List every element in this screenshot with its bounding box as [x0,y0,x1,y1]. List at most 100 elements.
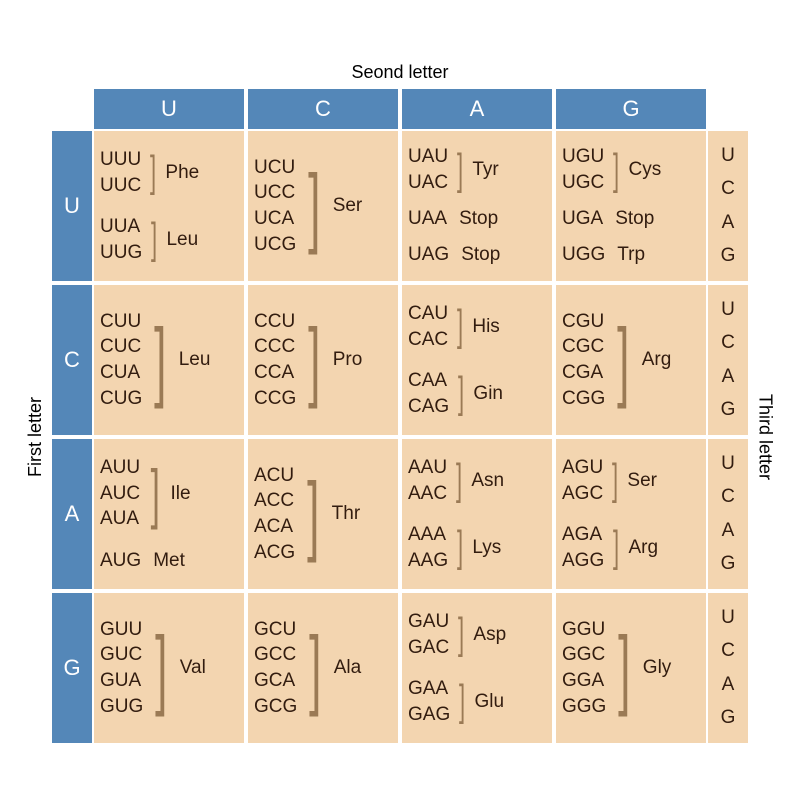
codon: GAA [408,676,450,702]
amino-acid: Trp [617,242,645,268]
third-letter: A [722,520,735,542]
codon: CGA [562,360,605,386]
bracket-icon: ] [457,301,463,352]
codon: CUU [100,309,142,335]
codon-group: ACUACCACAACG]Thr [254,463,392,566]
codon: GUG [100,694,143,720]
third-letter: G [721,399,736,421]
cell-GG: GGUGGCGGAGGG]Gly [556,593,706,743]
amino-acid: Pro [333,347,363,373]
codon: GCC [254,642,297,668]
amino-acid: Stop [615,206,654,232]
codon-group: GUUGUCGUAGUG]Val [100,617,238,720]
codon: CUC [100,334,142,360]
third-letter: C [721,332,735,354]
codon: AGA [562,522,604,548]
codon: CGG [562,386,605,412]
col-header-C: C [248,89,398,129]
codon: GAG [408,702,450,728]
codon: UAC [408,170,448,196]
row-header-U: U [52,131,92,281]
bracket-icon: ] [151,214,157,265]
third-letter-column: UCAGUCAGUCAGUCAG [708,131,748,743]
bracket-icon: ] [151,455,160,532]
codon-group: UCUUCCUCAUCG]Ser [254,155,392,258]
codon-group: AGUAGC]Ser [562,455,700,506]
codon: UGA [562,206,603,232]
codon: AAA [408,522,448,548]
bracket-icon: ] [457,522,463,573]
codon: UUC [100,173,141,199]
third-letter: G [721,553,736,575]
bracket-icon: ] [613,522,619,573]
codon-group: AGAAGG] Arg [562,522,700,573]
bracket-icon: ] [307,463,319,566]
cell-AG: AGUAGC]Ser AGAAGG] Arg [556,439,706,589]
amino-acid: Ser [333,193,363,219]
codon: UCG [254,232,296,258]
codon: CAC [408,327,448,353]
row-headers: UCAG [52,131,92,743]
codon: UCA [254,206,296,232]
codon: CAA [408,368,449,394]
codon-group: CAUCAC]His [408,301,546,352]
amino-acid: Stop [459,206,498,232]
codon: AAU [408,455,447,481]
amino-acid: Gly [643,655,672,681]
codon: UGC [562,170,604,196]
codon: GAC [408,635,449,661]
amino-acid: Thr [332,501,361,527]
axis-label-left: First letter [25,397,46,477]
amino-acid: Ser [627,468,657,494]
amino-acid: Glu [474,689,504,715]
bracket-icon: ] [458,609,464,660]
codon-group: GAUGAC]Asp [408,609,546,660]
codon-row: UAGStop [408,242,546,268]
codon-group: UAUUAC]Tyr [408,144,546,195]
codon: AUA [100,506,140,532]
amino-acid: His [472,314,499,340]
amino-acid: Met [153,548,185,574]
third-letter: C [721,178,735,200]
third-letter: C [721,486,735,508]
amino-acid: Leu [166,227,198,253]
cell-CU: CUUCUCCUACUG]Leu [94,285,244,435]
axis-label-top: Seond letter [351,62,448,83]
codon: ACU [254,463,295,489]
codon: ACG [254,540,295,566]
third-letter: C [721,640,735,662]
codon: AGG [562,548,604,574]
third-letter-cell: UCAG [708,593,748,743]
amino-acid: Gin [473,381,503,407]
cell-GA: GAUGAC]AspGAAGAG]Glu [402,593,552,743]
axis-label-right: Third letter [755,394,776,480]
codon: GGC [562,642,606,668]
third-letter: G [721,707,736,729]
codon-group: UUUUUC]Phe [100,147,238,198]
third-letter: U [721,145,735,167]
codon: GCU [254,617,297,643]
cell-UG: UGUUGC]CysUGAStopUGGTrp [556,131,706,281]
codon: AUC [100,481,140,507]
codon-table: Seond letter First letter Third letter U… [20,57,780,743]
codon: ACC [254,488,295,514]
codon: CCA [254,360,296,386]
codon-group: GAAGAG]Glu [408,676,546,727]
bracket-icon: ] [456,455,462,506]
codon: GGA [562,668,606,694]
amino-acid: Ile [170,481,190,507]
codon: CUA [100,360,142,386]
codon: AGC [562,481,603,507]
amino-acid: Lys [472,535,501,561]
codon: AGU [562,455,603,481]
cell-GU: GUUGUCGUAGUG]Val [94,593,244,743]
cell-CC: CCUCCCCCACCG]Pro [248,285,398,435]
row-header-C: C [52,285,92,435]
third-letter: G [721,245,736,267]
amino-acid: Arg [628,535,658,561]
codon-group: UUAUUG]Leu [100,214,238,265]
codon-group: CUUCUCCUACUG]Leu [100,309,238,412]
cell-CG: CGUCGCCGACGG]Arg [556,285,706,435]
codon: UAA [408,206,447,232]
bracket-icon: ] [308,309,320,412]
